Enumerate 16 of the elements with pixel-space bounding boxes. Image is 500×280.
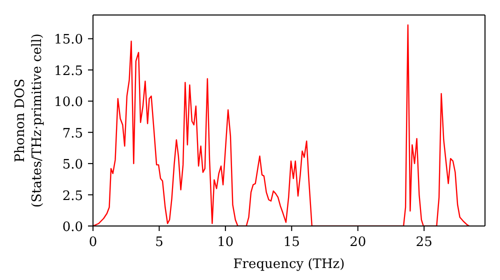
- x-tick-label: 10: [217, 235, 234, 250]
- y-tick-label: 15.0: [54, 32, 83, 48]
- x-tick-label: 20: [350, 235, 366, 250]
- y-tick-label: 7.5: [62, 126, 83, 142]
- y-tick-label: 10.0: [54, 95, 83, 110]
- x-tick-label: 15: [283, 235, 300, 250]
- x-axis-title: Frequency (THz): [233, 257, 345, 272]
- x-tick-label: 25: [416, 235, 432, 250]
- y-tick-label: 2.5: [62, 188, 83, 204]
- y-tick-label: 0.0: [62, 220, 83, 235]
- y-axis-title: Phonon DOS (States/THz·primitive cell): [13, 33, 45, 208]
- y-tick-label: 12.5: [54, 64, 83, 79]
- x-tick-label: 0: [88, 235, 98, 250]
- line-series: [93, 24, 470, 226]
- y-tick-label: 5.0: [62, 158, 83, 173]
- x-tick-label: 5: [155, 235, 164, 250]
